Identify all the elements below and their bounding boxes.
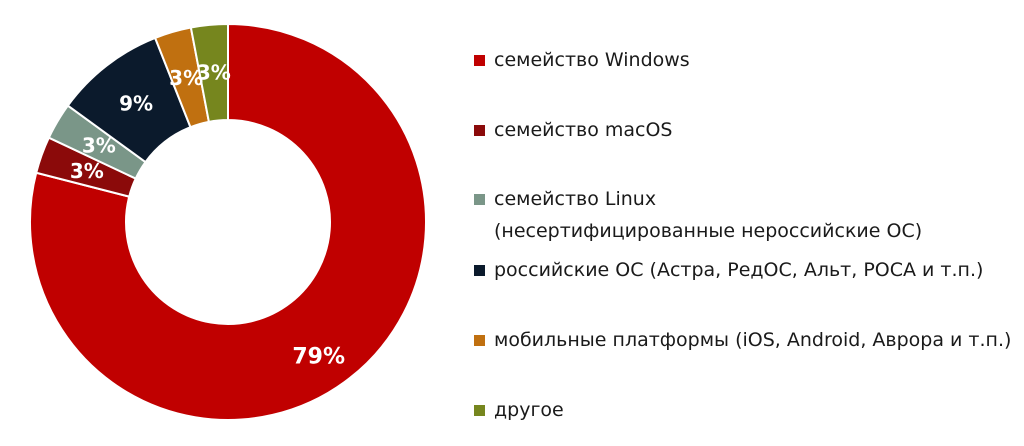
legend-label: семейство Linux (несертифицированные нер… [494,188,923,242]
legend-label: семейство macOS [494,119,673,141]
legend-swatch [474,335,485,346]
slice-label-russian-os: 9% [119,91,153,115]
slice-label-other: 3% [197,61,231,85]
slice-other [189,22,229,123]
legend-swatch [474,265,485,276]
legend-label: мобильные платформы (iOS, Android, Аврор… [494,329,1012,351]
legend-item-macos: семейство macOS [474,114,673,146]
slices-group [29,22,427,421]
slice-labels-group: 79%3%3%9%3%3% [70,61,345,370]
donut-chart: 79%3%3%9%3%3% [29,22,427,421]
slice-label-linux: 3% [82,134,116,158]
legend-label: российские ОС (Астра, РедОС, Альт, РОСА … [494,259,984,281]
slice-label-windows: 79% [292,344,345,369]
legend-item-russian-os: российские ОС (Астра, РедОС, Альт, РОСА … [474,254,983,286]
legend-label: другое [494,399,564,421]
slice-windows [29,22,427,421]
legend-swatch [474,125,485,136]
legend-swatch [474,405,485,416]
slice-label-mobile: 3% [169,66,203,90]
legend-item-linux: семейство Linux (несертифицированные нер… [474,183,922,247]
legend-item-mobile: мобильные платформы (iOS, Android, Аврор… [474,324,1011,356]
legend-swatch [474,55,485,66]
slice-label-macos: 3% [70,159,104,183]
legend-item-windows: семейство Windows [474,44,690,76]
legend: семейство Windows семейство macOS семейств… [474,0,1019,446]
legend-item-other: другое [474,394,564,426]
legend-swatch [474,194,485,205]
legend-label: семейство Windows [494,49,690,71]
